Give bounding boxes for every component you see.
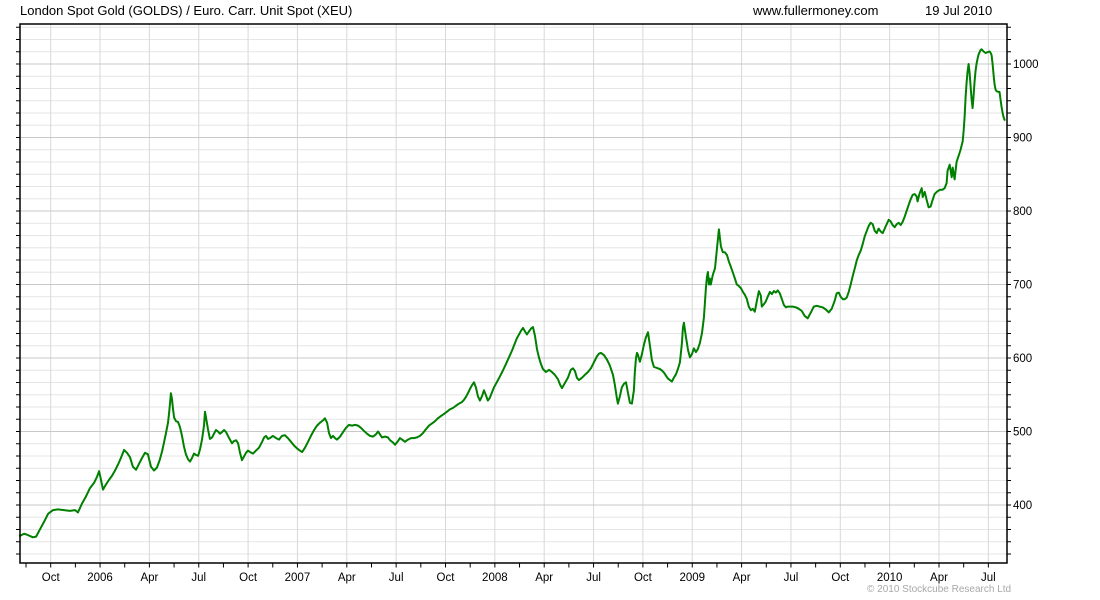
svg-text:Jul: Jul: [981, 572, 996, 584]
svg-text:Apr: Apr: [535, 572, 553, 584]
svg-text:Apr: Apr: [733, 572, 751, 584]
axis-ticks: [16, 26, 1011, 568]
svg-text:800: 800: [1013, 206, 1032, 218]
svg-text:2006: 2006: [87, 572, 113, 584]
y-tick-labels: 400 500 600 700 800 900 1000: [1013, 59, 1039, 512]
minor-gridlines: [20, 26, 1007, 555]
svg-text:Oct: Oct: [239, 572, 258, 584]
chart-date: 19 Jul 2010: [925, 3, 993, 18]
svg-text:900: 900: [1013, 133, 1032, 145]
svg-text:Oct: Oct: [831, 572, 850, 584]
svg-text:400: 400: [1013, 500, 1032, 512]
svg-text:Oct: Oct: [437, 572, 456, 584]
chart-title: London Spot Gold (GOLDS) / Euro. Carr. U…: [20, 3, 353, 18]
svg-text:700: 700: [1013, 280, 1032, 292]
x-tick-labels: Oct 2006 Apr Jul Oct 2007 Apr Jul Oct 2008 Apr Jul O…: [42, 572, 996, 584]
svg-text:1000: 1000: [1013, 59, 1039, 71]
svg-text:600: 600: [1013, 353, 1032, 365]
svg-text:Oct: Oct: [634, 572, 653, 584]
price-line: [18, 48, 1006, 539]
website-text: www.fullermoney.com: [753, 3, 879, 18]
major-gridlines: [20, 63, 1007, 506]
copyright-text: © 2010 Stockcube Research Ltd: [867, 584, 1012, 595]
svg-text:Oct: Oct: [42, 572, 61, 584]
svg-text:Jul: Jul: [586, 572, 601, 584]
plot-frame: [19, 23, 1008, 564]
svg-text:Apr: Apr: [930, 572, 948, 584]
svg-text:Apr: Apr: [338, 572, 356, 584]
svg-text:Jul: Jul: [784, 572, 799, 584]
svg-text:2008: 2008: [482, 572, 508, 584]
svg-text:Jul: Jul: [191, 572, 206, 584]
svg-text:2007: 2007: [285, 572, 311, 584]
svg-text:Apr: Apr: [140, 572, 158, 584]
svg-text:2009: 2009: [679, 572, 705, 584]
svg-text:500: 500: [1013, 427, 1032, 439]
vertical-gridlines: [50, 24, 989, 563]
svg-text:Jul: Jul: [389, 572, 404, 584]
svg-text:2010: 2010: [877, 572, 903, 584]
